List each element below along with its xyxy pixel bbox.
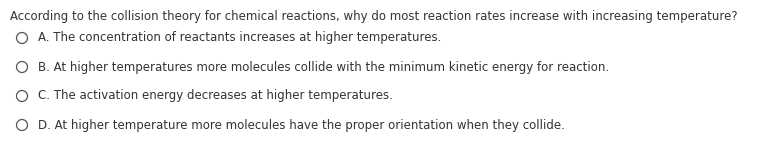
Text: D. At higher temperature more molecules have the proper orientation when they co: D. At higher temperature more molecules … [38,119,565,132]
Text: A. The concentration of reactants increases at higher temperatures.: A. The concentration of reactants increa… [38,32,441,44]
Text: C. The activation energy decreases at higher temperatures.: C. The activation energy decreases at hi… [38,90,393,102]
Text: According to the collision theory for chemical reactions, why do most reaction r: According to the collision theory for ch… [10,10,737,23]
Text: B. At higher temperatures more molecules collide with the minimum kinetic energy: B. At higher temperatures more molecules… [38,61,609,73]
